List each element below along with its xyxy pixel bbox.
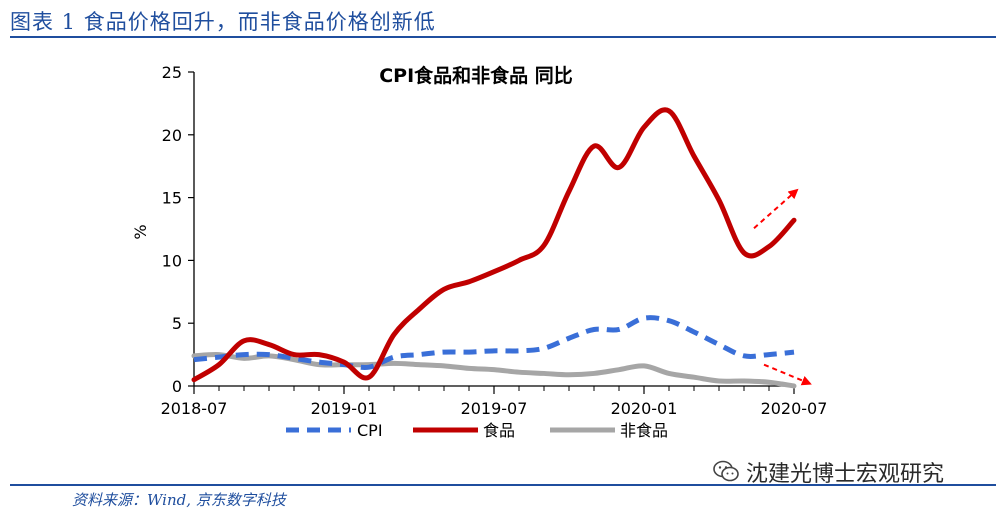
series-layer (191, 107, 797, 389)
axes: 0 5 10 15 20 25% 2018-07 2019-01 2019-07 2020-01 2… (131, 63, 827, 418)
x-tick-label: 2018-07 (161, 399, 228, 418)
legend: CPI 食品 非食品 (286, 421, 668, 440)
figure-title: 图表 1 食品价格回升，而非食品价格创新低 (10, 10, 436, 34)
watermark-text: 沈建光博士宏观研究 (746, 462, 945, 487)
y-tick-label: 10 (162, 251, 182, 270)
series-line-0 (193, 315, 795, 370)
x-tick-label: 2019-01 (311, 399, 378, 418)
y-tick-label: 15 (162, 189, 182, 208)
bottom-rule (10, 484, 996, 486)
top-rule (10, 36, 996, 38)
legend-label-0: CPI (357, 421, 383, 440)
source-note: 资料来源：Wind, 京东数字科技 (72, 491, 286, 509)
arrow-up-annotation (753, 188, 799, 229)
chart-title: CPI食品和非食品 同比 (379, 64, 573, 87)
y-tick-label: 25 (162, 63, 182, 82)
x-tick-label: 2019-07 (461, 399, 528, 418)
annotation-layer (753, 188, 812, 386)
y-axis-label: % (131, 224, 150, 239)
series-line-1 (191, 107, 797, 383)
y-tick-label: 0 (172, 377, 182, 396)
y-tick-label: 5 (172, 314, 182, 333)
x-tick-label: 2020-07 (761, 399, 828, 418)
legend-label-2: 非食品 (620, 421, 668, 440)
legend-label-1: 食品 (483, 421, 515, 440)
y-tick-label: 20 (162, 126, 182, 145)
series-line-2 (191, 352, 797, 389)
x-tick-label: 2020-01 (611, 399, 678, 418)
wechat-icon (713, 460, 739, 482)
